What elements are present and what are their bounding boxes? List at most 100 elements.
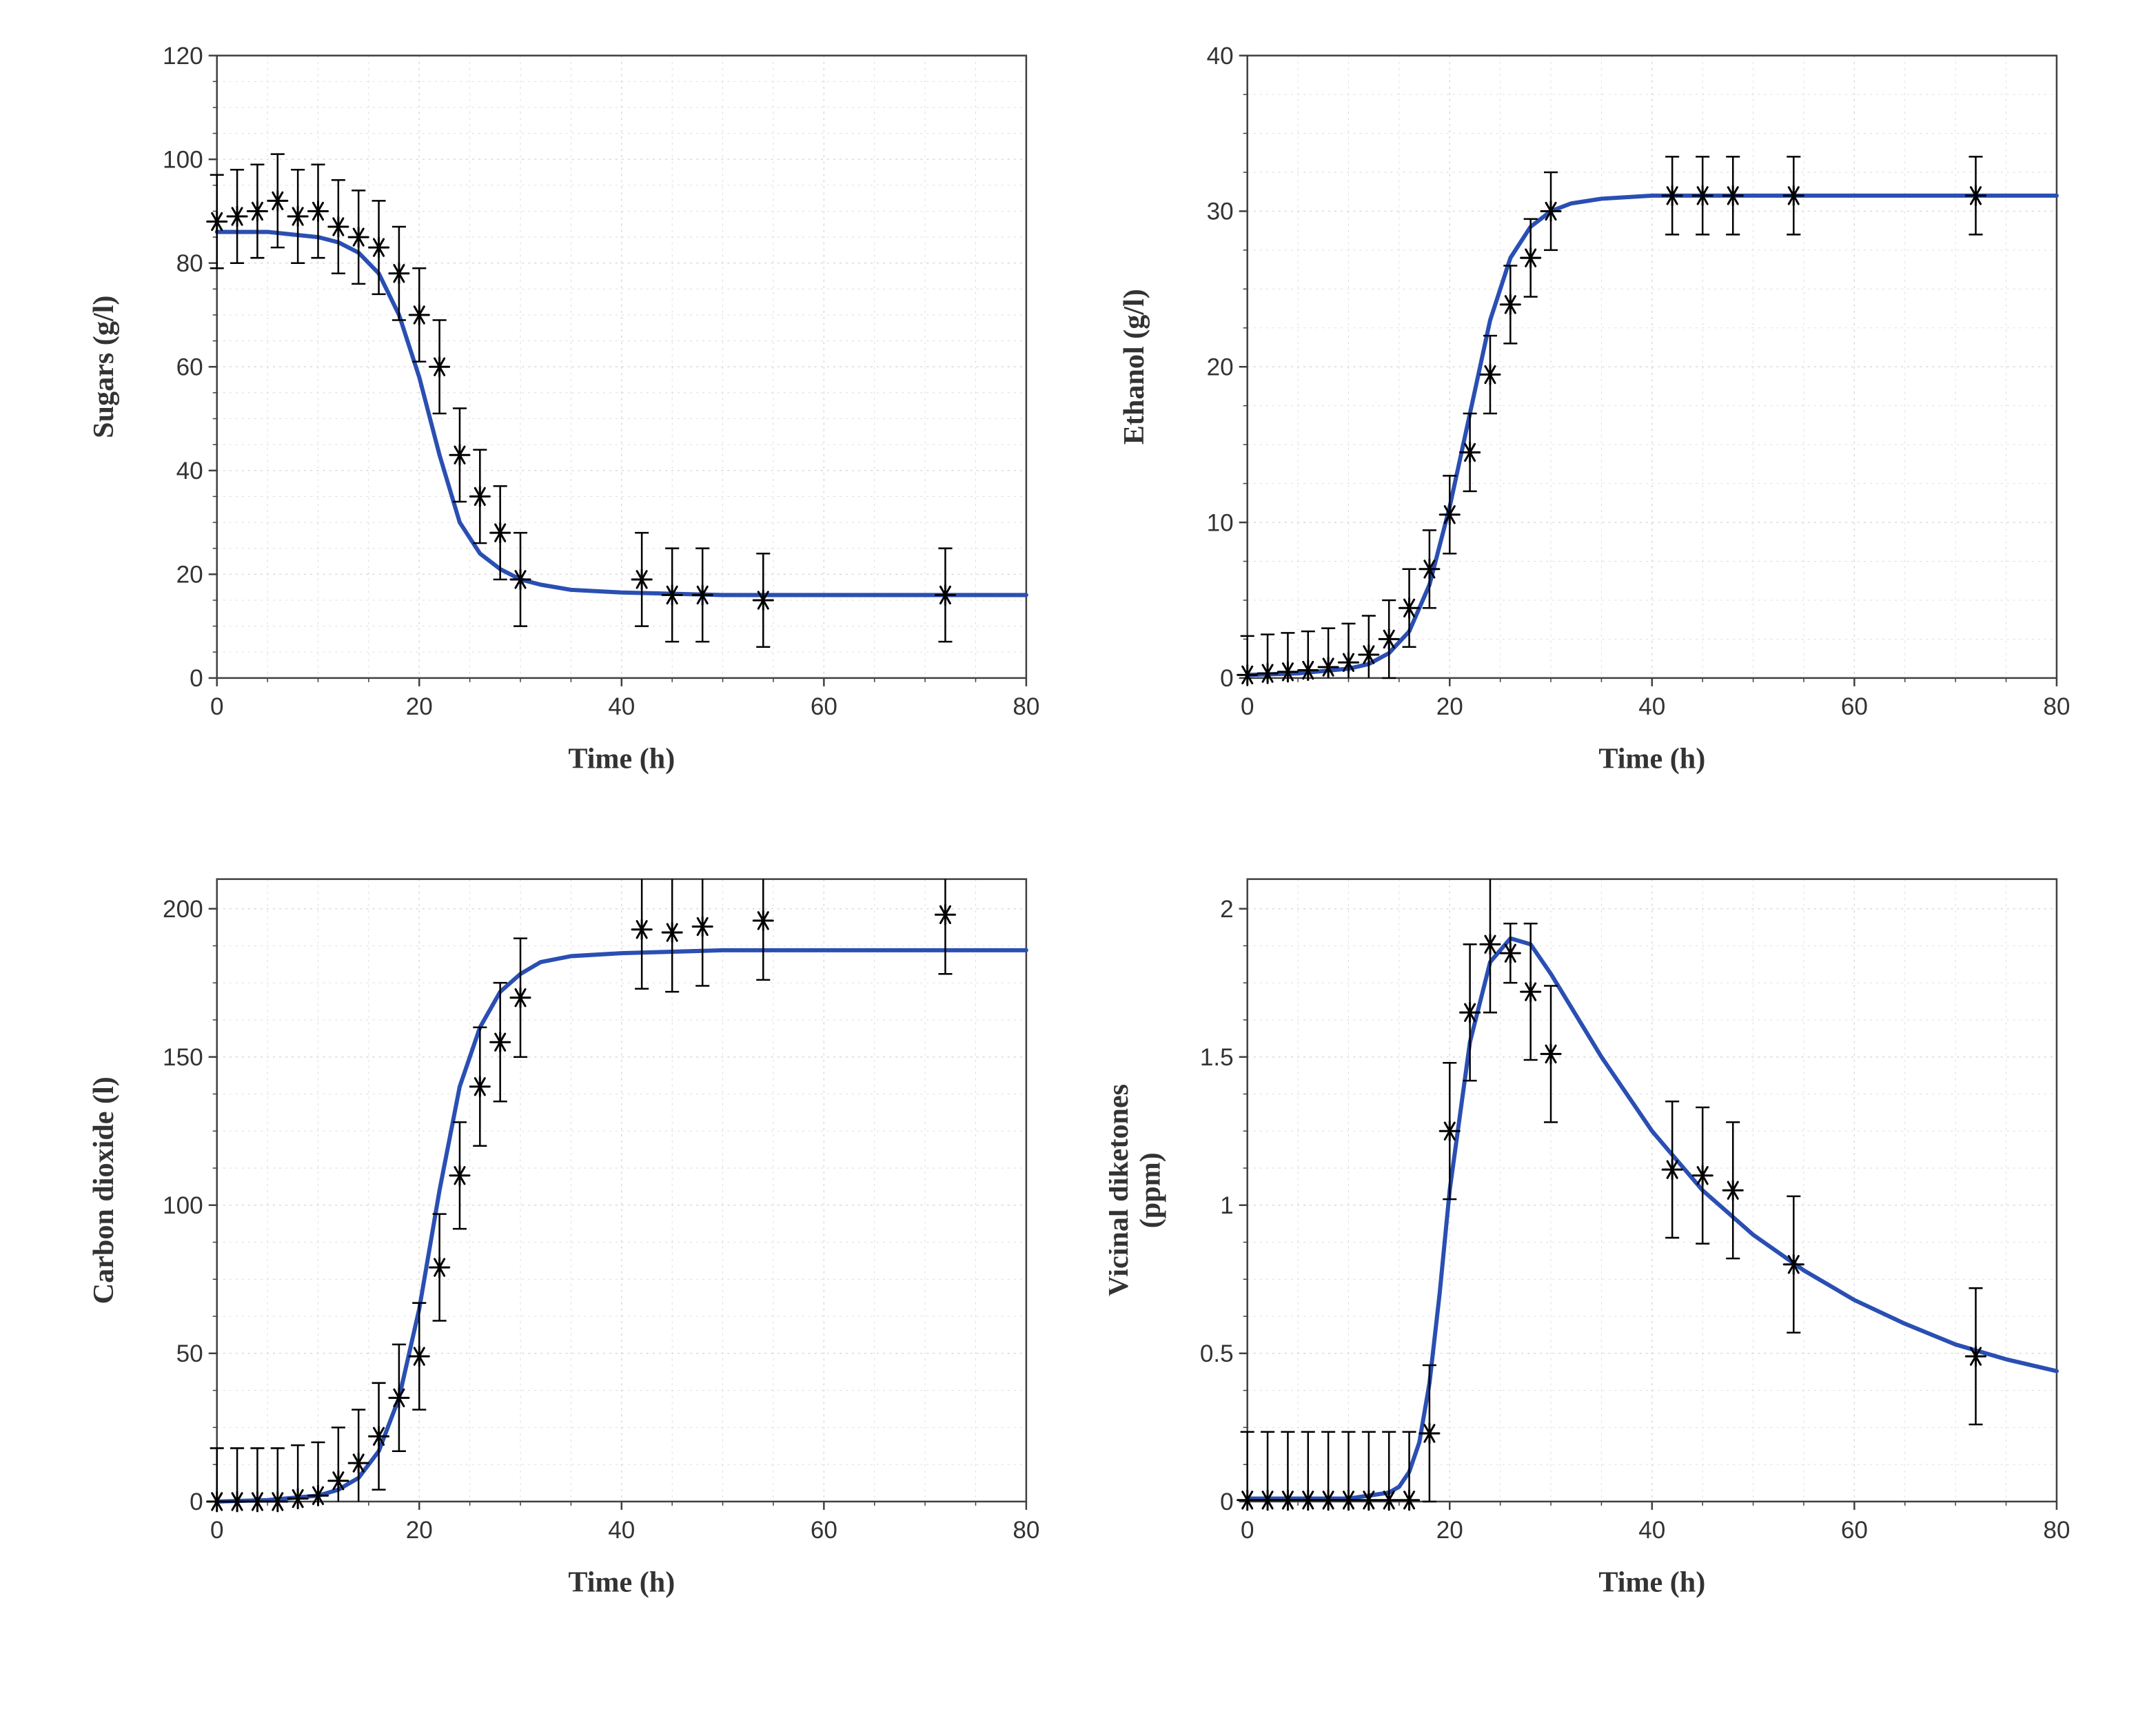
ytick-label: 0: [1220, 665, 1234, 692]
panel-ethanol: 020406080010203040Time (h)Ethanol (g/l): [1109, 28, 2077, 803]
ytick-label: 0: [190, 1489, 203, 1515]
ytick-label: 0.5: [1200, 1340, 1234, 1367]
ytick-label: 20: [176, 562, 203, 589]
marker-asterisk: [662, 585, 682, 604]
ytick-label: 50: [176, 1340, 203, 1367]
xtick-label: 60: [811, 1517, 837, 1544]
marker-asterisk: [693, 585, 712, 604]
marker-asterisk: [288, 207, 307, 226]
marker-asterisk: [227, 207, 247, 226]
y-axis-label: Sugars (g/l): [88, 296, 120, 438]
marker-asterisk: [268, 1492, 287, 1511]
panel-co2: 020406080050100150200Time (h)Carbon diox…: [79, 851, 1047, 1626]
marker-asterisk: [308, 201, 327, 221]
marker-asterisk: [1440, 505, 1459, 524]
data-points: [207, 154, 955, 647]
grid: [217, 56, 1026, 678]
marker-asterisk: [369, 238, 389, 257]
ticks: 020406080050100150200: [163, 896, 1039, 1544]
marker-asterisk: [1319, 1491, 1338, 1510]
xtick-label: 80: [2043, 1517, 2070, 1544]
grid: [1248, 56, 2057, 678]
marker-asterisk: [1299, 1491, 1318, 1510]
data-points: [1238, 156, 1986, 684]
marker-asterisk: [409, 305, 429, 325]
y-axis-label: Ethanol (g/l): [1118, 289, 1150, 444]
xtick-label: 20: [1436, 693, 1463, 720]
marker-asterisk: [511, 570, 530, 589]
xtick-label: 20: [406, 693, 433, 720]
panel-vdk: 02040608000.511.52Time (h)Vicinal diketo…: [1109, 851, 2077, 1626]
xtick-label: 80: [1013, 1517, 1039, 1544]
ticks: 020406080010203040: [1207, 43, 2071, 720]
marker-asterisk: [1541, 1044, 1560, 1063]
marker-asterisk: [349, 227, 368, 247]
ytick-label: 100: [163, 146, 203, 173]
ticks: 02040608000.511.52: [1200, 896, 2071, 1544]
marker-asterisk: [247, 201, 267, 221]
marker-asterisk: [1278, 1491, 1297, 1510]
xtick-label: 0: [210, 693, 224, 720]
ytick-label: 40: [176, 458, 203, 484]
marker-asterisk: [470, 487, 489, 506]
marker-asterisk: [1481, 365, 1500, 384]
marker-asterisk: [1299, 661, 1318, 680]
xtick-label: 40: [1638, 693, 1665, 720]
ticks: 020406080020406080100120: [163, 43, 1039, 720]
xtick-label: 20: [406, 1517, 433, 1544]
marker-asterisk: [632, 570, 651, 589]
marker-asterisk: [753, 911, 773, 930]
marker-asterisk: [1521, 982, 1540, 1001]
x-axis-label: Time (h): [568, 1566, 675, 1598]
x-axis-label: Time (h): [1598, 1566, 1705, 1598]
ytick-label: 100: [163, 1192, 203, 1219]
marker-asterisk: [1723, 186, 1742, 205]
ytick-label: 80: [176, 250, 203, 277]
ytick-label: 20: [1207, 354, 1234, 381]
xtick-label: 80: [1013, 693, 1039, 720]
ytick-label: 2: [1220, 896, 1234, 923]
marker-asterisk: [389, 1388, 409, 1407]
data-points: [207, 879, 955, 1511]
xtick-label: 20: [1436, 1517, 1463, 1544]
xtick-label: 60: [811, 693, 837, 720]
ytick-label: 200: [163, 896, 203, 923]
marker-asterisk: [227, 1492, 247, 1511]
marker-asterisk: [450, 445, 469, 464]
marker-asterisk: [1258, 664, 1277, 683]
marker-asterisk: [1521, 248, 1540, 267]
xtick-label: 80: [2043, 693, 2070, 720]
ytick-label: 0: [190, 665, 203, 692]
marker-asterisk: [1784, 186, 1803, 205]
x-axis-label: Time (h): [568, 742, 675, 775]
ytick-label: 1.5: [1200, 1044, 1234, 1071]
ytick-label: 30: [1207, 198, 1234, 225]
ytick-label: 1: [1220, 1192, 1234, 1219]
marker-asterisk: [1400, 1491, 1419, 1510]
ytick-label: 40: [1207, 43, 1234, 70]
data-points: [1238, 879, 1986, 1510]
xtick-label: 0: [1241, 693, 1254, 720]
marker-asterisk: [329, 217, 348, 236]
marker-asterisk: [662, 923, 682, 942]
marker-asterisk: [1693, 186, 1712, 205]
marker-asterisk: [511, 988, 530, 1008]
marker-asterisk: [207, 212, 227, 231]
marker-asterisk: [470, 1077, 489, 1096]
panel-sugars: 020406080020406080100120Time (h)Sugars (…: [79, 28, 1047, 803]
marker-asterisk: [1723, 1181, 1742, 1200]
marker-asterisk: [1339, 1491, 1358, 1510]
marker-asterisk: [430, 357, 449, 376]
xtick-label: 40: [608, 1517, 635, 1544]
model-line: [217, 950, 1026, 1502]
ytick-label: 60: [176, 354, 203, 381]
marker-asterisk: [268, 191, 287, 210]
xtick-label: 60: [1841, 693, 1868, 720]
marker-asterisk: [935, 585, 955, 604]
marker-asterisk: [1662, 186, 1682, 205]
ytick-label: 120: [163, 43, 203, 70]
marker-asterisk: [491, 1032, 510, 1052]
marker-asterisk: [693, 917, 712, 936]
marker-asterisk: [247, 1492, 267, 1511]
marker-asterisk: [1238, 665, 1257, 684]
